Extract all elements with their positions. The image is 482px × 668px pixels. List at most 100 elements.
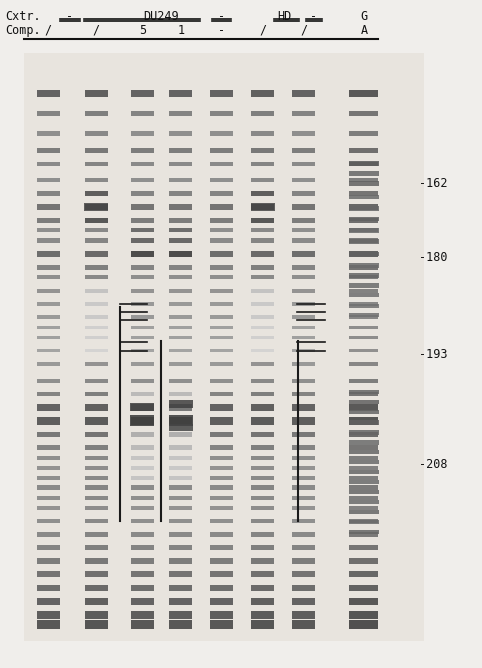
FancyBboxPatch shape — [131, 204, 154, 210]
FancyBboxPatch shape — [85, 519, 108, 523]
Text: Cxtr.: Cxtr. — [5, 10, 40, 23]
FancyBboxPatch shape — [131, 178, 154, 182]
FancyBboxPatch shape — [210, 162, 233, 166]
FancyBboxPatch shape — [292, 558, 315, 564]
FancyBboxPatch shape — [131, 302, 154, 306]
FancyBboxPatch shape — [349, 335, 378, 339]
FancyBboxPatch shape — [169, 265, 192, 269]
FancyBboxPatch shape — [349, 228, 378, 232]
FancyBboxPatch shape — [349, 161, 379, 166]
FancyBboxPatch shape — [349, 480, 379, 484]
FancyBboxPatch shape — [292, 204, 315, 210]
FancyBboxPatch shape — [210, 238, 233, 242]
FancyBboxPatch shape — [210, 250, 233, 257]
FancyBboxPatch shape — [169, 204, 192, 210]
FancyBboxPatch shape — [292, 302, 315, 306]
FancyBboxPatch shape — [131, 349, 154, 353]
FancyBboxPatch shape — [131, 162, 154, 166]
FancyBboxPatch shape — [85, 466, 108, 470]
FancyBboxPatch shape — [37, 404, 60, 411]
FancyBboxPatch shape — [169, 162, 192, 166]
FancyBboxPatch shape — [131, 571, 154, 577]
FancyBboxPatch shape — [210, 131, 233, 136]
FancyBboxPatch shape — [37, 325, 60, 329]
FancyBboxPatch shape — [85, 545, 108, 550]
FancyBboxPatch shape — [251, 496, 274, 500]
FancyBboxPatch shape — [131, 558, 154, 564]
FancyBboxPatch shape — [169, 148, 192, 152]
FancyBboxPatch shape — [349, 379, 378, 383]
FancyBboxPatch shape — [292, 445, 315, 450]
FancyBboxPatch shape — [349, 510, 379, 514]
FancyBboxPatch shape — [292, 315, 315, 319]
FancyBboxPatch shape — [292, 571, 315, 577]
FancyBboxPatch shape — [85, 178, 108, 182]
FancyBboxPatch shape — [349, 238, 378, 242]
FancyBboxPatch shape — [251, 597, 274, 605]
FancyBboxPatch shape — [349, 315, 378, 319]
FancyBboxPatch shape — [37, 362, 60, 366]
FancyBboxPatch shape — [169, 349, 192, 353]
FancyBboxPatch shape — [251, 485, 274, 490]
FancyBboxPatch shape — [37, 349, 60, 353]
FancyBboxPatch shape — [131, 379, 154, 383]
FancyBboxPatch shape — [251, 203, 275, 211]
FancyBboxPatch shape — [85, 250, 108, 257]
FancyBboxPatch shape — [292, 265, 315, 269]
FancyBboxPatch shape — [85, 325, 108, 329]
FancyBboxPatch shape — [292, 466, 315, 470]
FancyBboxPatch shape — [349, 440, 379, 445]
FancyBboxPatch shape — [37, 476, 60, 480]
FancyBboxPatch shape — [37, 532, 60, 537]
FancyBboxPatch shape — [169, 417, 192, 425]
FancyBboxPatch shape — [85, 238, 108, 242]
FancyBboxPatch shape — [210, 111, 233, 116]
FancyBboxPatch shape — [210, 90, 233, 97]
FancyBboxPatch shape — [37, 238, 60, 242]
FancyBboxPatch shape — [349, 409, 379, 414]
FancyBboxPatch shape — [85, 417, 108, 425]
FancyBboxPatch shape — [292, 506, 315, 510]
Text: -: - — [218, 10, 225, 23]
FancyBboxPatch shape — [37, 379, 60, 383]
FancyBboxPatch shape — [169, 432, 192, 437]
FancyBboxPatch shape — [131, 275, 154, 279]
FancyBboxPatch shape — [131, 315, 154, 319]
FancyBboxPatch shape — [251, 238, 274, 242]
Text: -193: -193 — [419, 347, 448, 361]
FancyBboxPatch shape — [349, 171, 379, 176]
FancyBboxPatch shape — [37, 335, 60, 339]
FancyBboxPatch shape — [169, 545, 192, 550]
FancyBboxPatch shape — [292, 404, 315, 411]
FancyBboxPatch shape — [251, 362, 274, 366]
FancyBboxPatch shape — [85, 506, 108, 510]
FancyBboxPatch shape — [85, 391, 108, 397]
FancyBboxPatch shape — [210, 391, 233, 397]
FancyBboxPatch shape — [251, 302, 274, 306]
FancyBboxPatch shape — [349, 204, 378, 210]
FancyBboxPatch shape — [210, 445, 233, 450]
FancyBboxPatch shape — [131, 485, 154, 490]
FancyBboxPatch shape — [292, 325, 315, 329]
FancyBboxPatch shape — [292, 456, 315, 460]
FancyBboxPatch shape — [349, 391, 378, 397]
Text: -: - — [218, 23, 225, 37]
FancyBboxPatch shape — [349, 404, 378, 411]
FancyBboxPatch shape — [37, 519, 60, 523]
Text: /: / — [300, 23, 307, 37]
FancyBboxPatch shape — [251, 349, 274, 353]
FancyBboxPatch shape — [131, 417, 154, 425]
FancyBboxPatch shape — [251, 148, 274, 152]
FancyBboxPatch shape — [169, 250, 192, 257]
FancyBboxPatch shape — [251, 204, 274, 210]
FancyBboxPatch shape — [292, 532, 315, 537]
FancyBboxPatch shape — [37, 148, 60, 152]
FancyBboxPatch shape — [210, 302, 233, 306]
FancyBboxPatch shape — [131, 445, 154, 450]
FancyBboxPatch shape — [130, 403, 154, 411]
FancyBboxPatch shape — [251, 506, 274, 510]
FancyBboxPatch shape — [131, 325, 154, 329]
FancyBboxPatch shape — [349, 218, 378, 222]
FancyBboxPatch shape — [210, 506, 233, 510]
FancyBboxPatch shape — [169, 519, 192, 523]
